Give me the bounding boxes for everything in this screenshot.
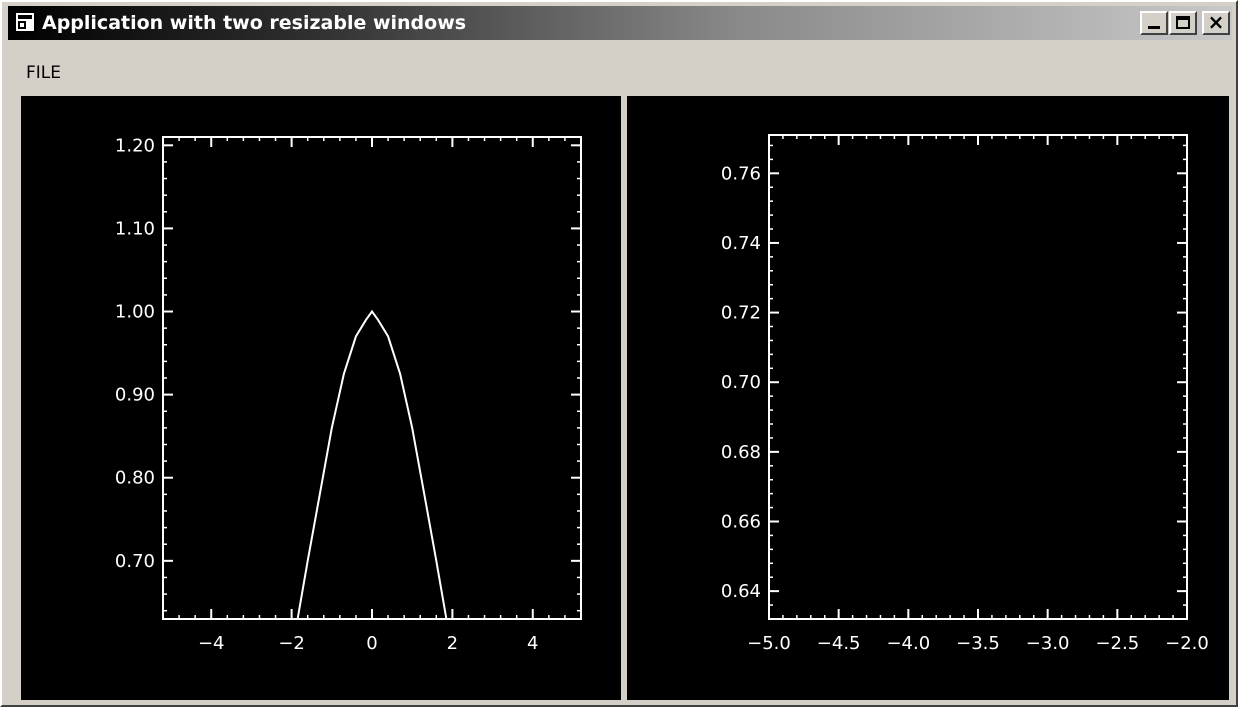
x-tick-label: −2 <box>278 633 305 654</box>
y-tick-label: 1.20 <box>115 135 155 156</box>
plot-frame <box>162 136 582 620</box>
x-tick-label: −3.5 <box>956 633 1000 654</box>
x-tick-label: −4 <box>198 633 225 654</box>
y-tick-label: 0.76 <box>721 163 761 184</box>
y-tick-label: 0.72 <box>721 303 761 324</box>
x-tick-label: −5.0 <box>747 633 791 654</box>
y-tick-label: 0.74 <box>721 233 761 254</box>
window-title: Application with two resizable windows <box>42 12 467 34</box>
close-icon: × <box>1207 10 1225 34</box>
y-tick-label: 0.68 <box>721 442 761 463</box>
y-tick-label: 1.10 <box>115 218 155 239</box>
x-tick-label: −2.0 <box>1165 633 1209 654</box>
maximize-button[interactable] <box>1169 11 1197 35</box>
right-draw-window[interactable]: −5.0 −4.5 −4.0 −3.5 −3.0 −2.5 −2.0 0.64 0.66 0.68… <box>627 96 1229 700</box>
minimize-icon <box>1148 26 1160 29</box>
y-tick-label: 0.70 <box>115 551 155 572</box>
x-tick-label: 2 <box>447 633 458 654</box>
series-line <box>296 309 448 620</box>
y-tick-label: 0.64 <box>721 581 761 602</box>
y-tick-label: 0.80 <box>115 468 155 489</box>
menu-item-file[interactable]: FILE <box>26 63 62 83</box>
minimize-button[interactable] <box>1140 11 1168 35</box>
maximize-icon <box>1176 16 1190 29</box>
right-plot: −5.0 −4.5 −4.0 −3.5 −3.0 −2.5 −2.0 0.64 0.66 0.68… <box>721 134 1209 654</box>
y-tick-label: 0.70 <box>721 372 761 393</box>
left-plot: −4 −2 0 2 4 0.70 0.80 0.90 1.00 1.10 1.20 <box>115 135 582 654</box>
y-tick-label: 0.90 <box>115 385 155 406</box>
plot-frame <box>768 134 1188 620</box>
y-tick-label: 0.66 <box>721 512 761 533</box>
x-tick-label: −4.0 <box>886 633 930 654</box>
x-tick-label: 4 <box>527 633 538 654</box>
close-button[interactable]: × <box>1202 11 1230 35</box>
x-tick-label: −4.5 <box>817 633 861 654</box>
y-tick-label: 1.00 <box>115 302 155 323</box>
title-bar[interactable]: Application with two resizable windows × <box>8 6 1232 40</box>
left-draw-window[interactable]: −4 −2 0 2 4 0.70 0.80 0.90 1.00 1.10 1.20 <box>21 96 621 700</box>
menu-bar: FILE <box>8 42 1232 92</box>
x-tick-label: 0 <box>366 633 377 654</box>
application-icon[interactable] <box>14 11 36 33</box>
x-tick-label: −3.0 <box>1026 633 1070 654</box>
x-tick-label: −2.5 <box>1095 633 1139 654</box>
